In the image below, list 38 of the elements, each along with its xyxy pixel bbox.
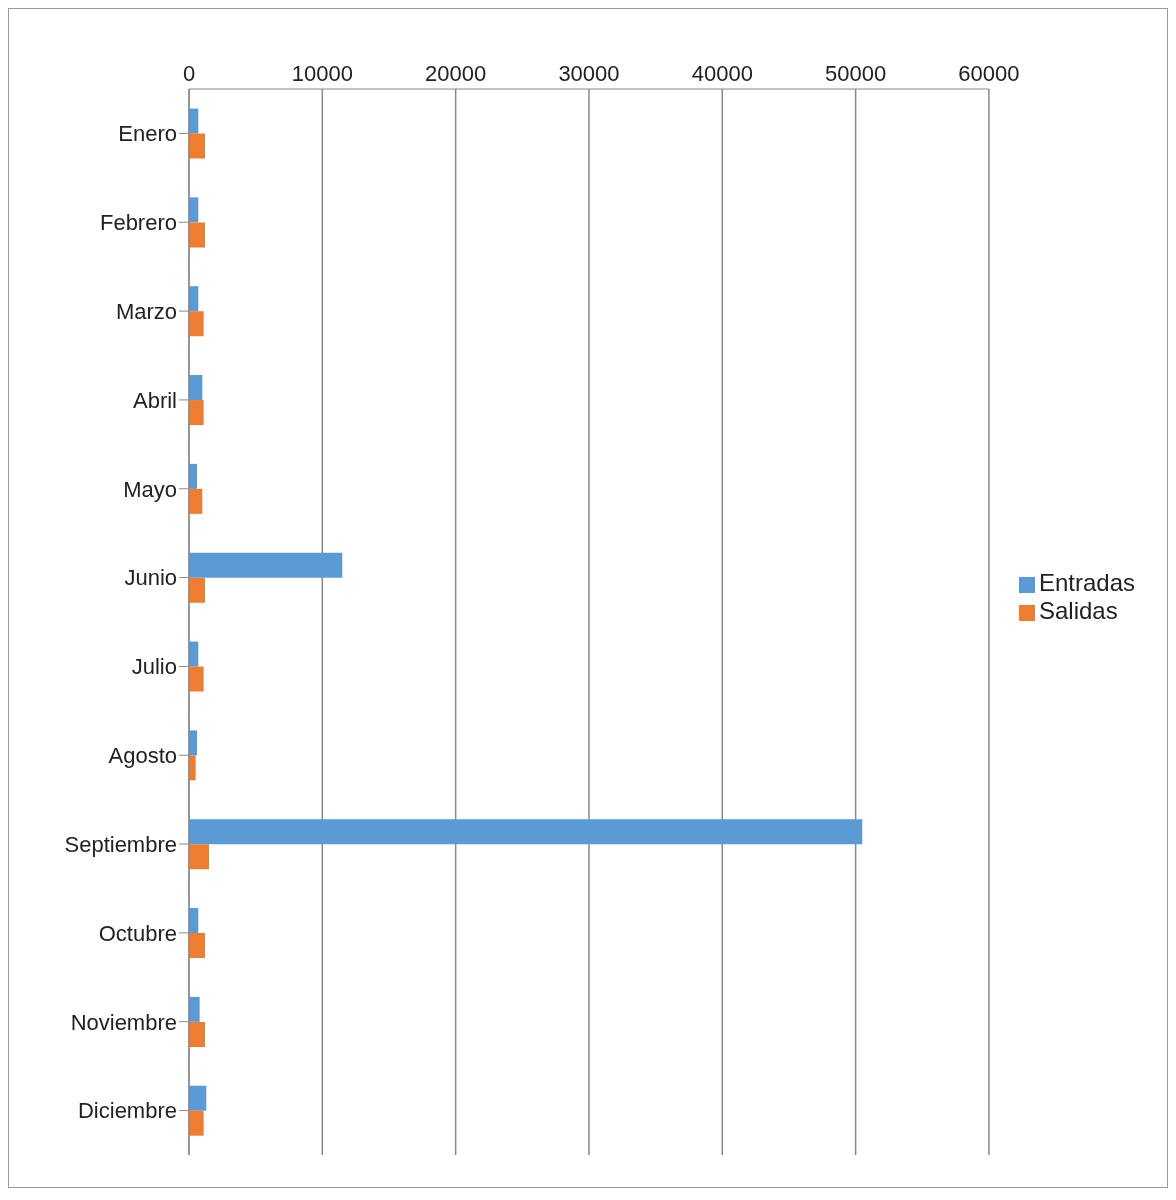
y-tick-label: Octubre: [98, 920, 177, 946]
y-tick-label: Mayo: [123, 476, 177, 502]
bar: [189, 666, 204, 692]
y-tick-label: Diciembre: [77, 1098, 177, 1124]
y-tick-label: Marzo: [115, 298, 177, 324]
bar: [189, 311, 204, 337]
x-tick-label: 10000: [291, 61, 353, 86]
bar: [189, 375, 203, 401]
y-tick-label: Enero: [118, 121, 177, 147]
y-tick-label: Agosto: [108, 743, 177, 769]
y-tick-label: Junio: [124, 565, 177, 591]
y-tick-label: Abril: [132, 387, 177, 413]
bar: [189, 400, 204, 426]
bar: [189, 755, 196, 781]
bar: [189, 133, 205, 159]
x-tick-label: 0: [182, 61, 196, 86]
bar: [189, 577, 205, 603]
bar: [189, 844, 209, 870]
bar: [189, 222, 205, 248]
bar: [189, 819, 863, 845]
legend-label: Entradas: [1038, 569, 1135, 596]
y-tick-label: Septiembre: [64, 831, 177, 857]
x-tick-label: 40000: [691, 61, 753, 86]
bar: [189, 996, 200, 1022]
x-tick-label: 60000: [958, 61, 1020, 86]
bar: [189, 1021, 205, 1047]
y-tick-label: Julio: [131, 654, 177, 680]
bar: [189, 488, 203, 514]
x-tick-label: 20000: [425, 61, 487, 86]
bar: [189, 552, 343, 578]
bar: [189, 933, 205, 959]
bar: [189, 1085, 207, 1111]
legend-label: Salidas: [1038, 597, 1118, 624]
x-tick-label: 50000: [825, 61, 887, 86]
y-tick-label: Febrero: [99, 210, 177, 236]
y-tick-label: Noviembre: [70, 1009, 177, 1035]
bar: [189, 1110, 204, 1136]
x-tick-label: 30000: [558, 61, 620, 86]
